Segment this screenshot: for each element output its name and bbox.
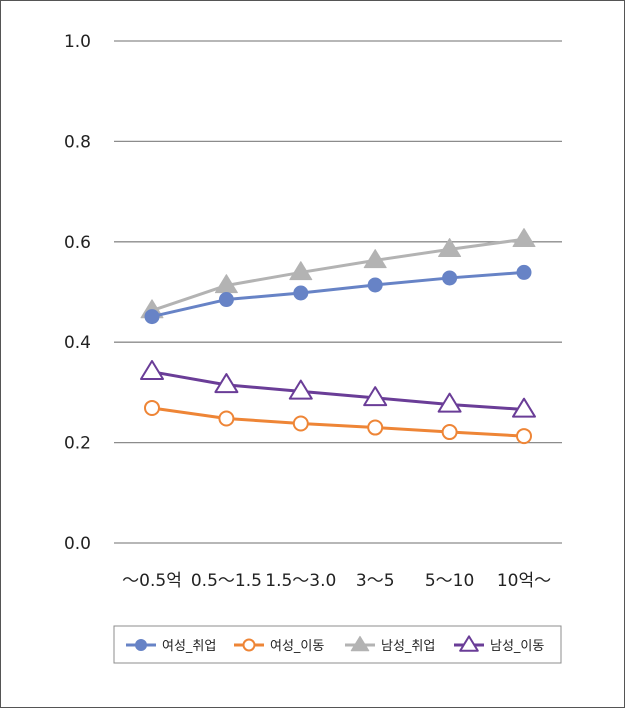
x-tick-label: 1.5～3.0 xyxy=(265,571,336,591)
data-point xyxy=(218,292,234,308)
data-point xyxy=(438,238,462,258)
legend-entry: 여성_이동 xyxy=(234,638,324,654)
data-point xyxy=(144,399,160,416)
series-line xyxy=(150,270,526,319)
x-axis-ticks: ～0.5억 0.5～1.5 1.5～3.0 3～5 5～10 10억～ xyxy=(122,571,551,591)
y-tick-label: 1.0 xyxy=(64,32,91,52)
data-point xyxy=(242,638,256,652)
gridlines xyxy=(114,40,562,544)
data-point xyxy=(140,360,164,381)
data-point xyxy=(218,410,235,427)
data-point xyxy=(293,285,309,301)
legend-label: 여성_취업 xyxy=(162,639,216,654)
y-tick-label: 0.4 xyxy=(64,333,91,353)
data-point xyxy=(363,386,388,407)
x-tick-label: ～0.5억 xyxy=(122,571,182,591)
legend-label: 남성_이동 xyxy=(490,639,544,654)
y-tick-label: 0.8 xyxy=(64,132,91,152)
legend-box xyxy=(113,625,562,664)
legend-label: 남성_취업 xyxy=(381,639,435,654)
legend: 여성_취업 여성_이동 남성_취업 남성_이동 xyxy=(113,625,562,664)
series-4 xyxy=(140,360,536,418)
data-point xyxy=(459,635,479,652)
series-line xyxy=(150,370,526,411)
y-tick-label: 0.2 xyxy=(64,434,91,454)
x-tick-label: 10억～ xyxy=(497,571,551,591)
legend-label: 여성_이동 xyxy=(270,639,324,654)
data-point xyxy=(363,249,387,269)
x-tick-label: 0.5～1.5 xyxy=(191,571,262,591)
data-point xyxy=(367,277,383,293)
data-point xyxy=(442,270,458,286)
data-point xyxy=(214,373,239,394)
data-point xyxy=(516,428,532,445)
x-tick-label: 3～5 xyxy=(356,571,395,591)
y-tick-label: 0.6 xyxy=(64,233,91,253)
data-point xyxy=(516,264,532,280)
series-3 xyxy=(140,227,536,319)
y-tick-label: 0.0 xyxy=(64,534,91,554)
data-point xyxy=(289,261,313,281)
x-tick-label: 5～10 xyxy=(425,571,474,591)
data-point xyxy=(144,309,160,325)
legend-entry: 남성_취업 xyxy=(345,635,435,654)
data-point xyxy=(350,635,370,652)
data-point xyxy=(512,227,536,247)
series-line xyxy=(150,406,526,438)
series-2 xyxy=(144,399,532,445)
series-layer xyxy=(140,227,536,445)
data-point xyxy=(292,415,309,432)
legend-entry: 남성_이동 xyxy=(454,635,544,654)
series-line xyxy=(150,237,526,313)
data-point xyxy=(441,424,458,441)
series-1 xyxy=(144,264,532,325)
y-axis-ticks: 0.0 0.2 0.4 0.6 0.8 1.0 xyxy=(64,32,91,554)
data-point xyxy=(288,379,313,400)
data-point xyxy=(135,639,147,651)
data-point xyxy=(437,392,462,413)
legend-entry: 여성_취업 xyxy=(126,639,216,654)
data-point xyxy=(367,419,384,436)
data-point xyxy=(512,397,536,418)
